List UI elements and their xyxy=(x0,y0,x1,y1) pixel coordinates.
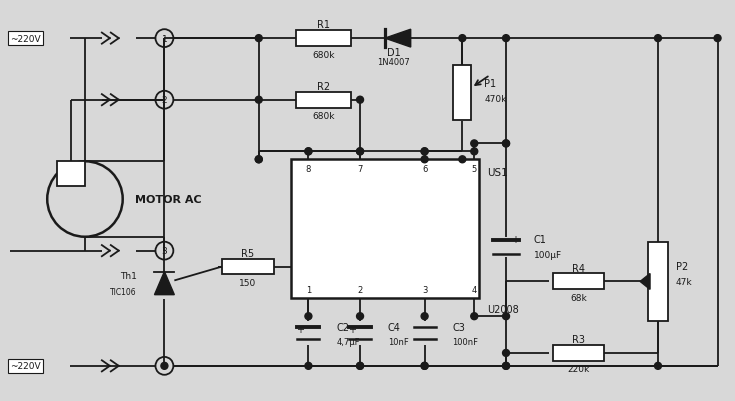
Bar xyxy=(553,274,604,290)
Circle shape xyxy=(421,148,428,156)
Circle shape xyxy=(305,363,312,369)
Text: 4: 4 xyxy=(472,285,477,294)
Text: C3: C3 xyxy=(453,322,465,332)
Text: 1N4007: 1N4007 xyxy=(378,58,410,67)
Text: P1: P1 xyxy=(484,79,496,89)
Text: P2: P2 xyxy=(676,261,688,271)
Text: 47k: 47k xyxy=(676,277,692,286)
Text: 6: 6 xyxy=(422,164,427,173)
Text: +: + xyxy=(348,324,356,334)
Circle shape xyxy=(654,363,662,369)
Text: 470k: 470k xyxy=(484,95,506,104)
Circle shape xyxy=(305,313,312,320)
Text: +: + xyxy=(511,234,519,244)
Text: 220k: 220k xyxy=(567,365,589,373)
Polygon shape xyxy=(640,274,650,290)
Text: TIC106: TIC106 xyxy=(110,287,137,296)
Bar xyxy=(296,93,351,108)
Circle shape xyxy=(161,363,168,369)
Bar xyxy=(648,242,668,321)
Circle shape xyxy=(459,156,466,163)
Text: 1: 1 xyxy=(162,34,168,44)
Text: U2008: U2008 xyxy=(487,304,519,314)
Text: R3: R3 xyxy=(572,334,585,344)
Text: R5: R5 xyxy=(241,248,254,258)
Text: R2: R2 xyxy=(317,81,330,91)
Text: 68k: 68k xyxy=(570,293,587,302)
Circle shape xyxy=(503,313,509,320)
Circle shape xyxy=(503,350,509,356)
Circle shape xyxy=(356,148,364,156)
Circle shape xyxy=(255,156,262,163)
Text: 8: 8 xyxy=(306,164,311,173)
Text: 680k: 680k xyxy=(312,51,334,59)
Circle shape xyxy=(356,313,364,320)
Circle shape xyxy=(305,148,312,156)
Circle shape xyxy=(503,36,509,43)
Polygon shape xyxy=(385,30,411,48)
Circle shape xyxy=(356,97,364,104)
Circle shape xyxy=(305,148,312,156)
Bar xyxy=(553,345,604,361)
Circle shape xyxy=(421,148,428,156)
Text: +: + xyxy=(296,324,304,334)
Circle shape xyxy=(654,36,662,43)
Circle shape xyxy=(255,36,262,43)
Text: MOTOR AC: MOTOR AC xyxy=(135,194,201,205)
Bar xyxy=(57,162,85,186)
Text: 680k: 680k xyxy=(312,112,334,121)
Text: 100nF: 100nF xyxy=(453,337,478,346)
Text: C1: C1 xyxy=(534,234,547,244)
Circle shape xyxy=(459,36,466,43)
Text: 3: 3 xyxy=(422,285,427,294)
Circle shape xyxy=(503,363,509,369)
Circle shape xyxy=(356,363,364,369)
Bar xyxy=(222,259,273,275)
Text: Th1: Th1 xyxy=(120,271,137,280)
Text: 150: 150 xyxy=(239,278,257,287)
Circle shape xyxy=(714,36,721,43)
Circle shape xyxy=(421,156,428,163)
Circle shape xyxy=(503,363,509,369)
Text: R4: R4 xyxy=(572,263,585,273)
Text: C2: C2 xyxy=(336,322,349,332)
Circle shape xyxy=(471,313,478,320)
Circle shape xyxy=(421,313,428,320)
Text: 7: 7 xyxy=(357,164,363,173)
Text: 4,7μF: 4,7μF xyxy=(336,337,359,346)
Circle shape xyxy=(421,363,428,369)
Text: US1: US1 xyxy=(487,168,508,178)
Circle shape xyxy=(356,363,364,369)
Text: C4: C4 xyxy=(388,322,401,332)
Text: 10nF: 10nF xyxy=(388,337,409,346)
Circle shape xyxy=(503,141,509,148)
Circle shape xyxy=(356,148,364,156)
Text: D1: D1 xyxy=(387,48,401,58)
Bar xyxy=(290,160,479,299)
Text: ~220V: ~220V xyxy=(10,34,41,44)
Polygon shape xyxy=(154,272,174,295)
Circle shape xyxy=(255,156,262,163)
Text: 5: 5 xyxy=(472,164,477,173)
Text: 100μF: 100μF xyxy=(534,251,562,259)
Text: 2: 2 xyxy=(162,96,168,105)
Circle shape xyxy=(255,97,262,104)
Text: 3: 3 xyxy=(162,247,168,255)
Bar xyxy=(453,66,471,121)
Circle shape xyxy=(471,141,478,148)
Circle shape xyxy=(503,141,509,148)
Circle shape xyxy=(421,363,428,369)
Text: 4: 4 xyxy=(162,361,168,371)
Text: R1: R1 xyxy=(317,20,330,30)
Text: ~220V: ~220V xyxy=(10,361,41,371)
Bar xyxy=(296,31,351,47)
Circle shape xyxy=(471,148,478,156)
Text: 1: 1 xyxy=(306,285,311,294)
Text: 2: 2 xyxy=(357,285,362,294)
